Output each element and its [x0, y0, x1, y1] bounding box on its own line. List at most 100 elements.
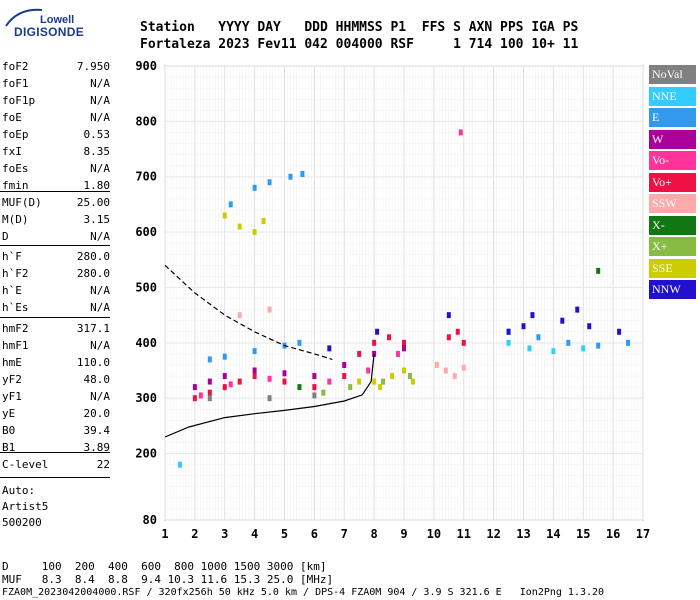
point-vo: [402, 339, 406, 346]
point-e: [297, 339, 302, 346]
x-tick-label: 13: [516, 527, 530, 541]
panel-separator: [0, 191, 110, 192]
point-noval: [267, 395, 272, 402]
point-e: [626, 339, 631, 346]
x-tick-label: 12: [486, 527, 500, 541]
panel-separator: [0, 245, 110, 246]
point-w: [222, 373, 227, 380]
param-value: 0.53: [83, 128, 111, 141]
param-row-fxi: fxI 8.35: [2, 145, 110, 163]
point-nne: [506, 339, 511, 346]
param-value: 317.1: [76, 322, 110, 335]
point-vo: [357, 350, 362, 357]
param-value: 7.950: [76, 60, 110, 73]
param-row-md: M(D) 3.15: [2, 213, 110, 231]
point-vo: [228, 381, 233, 388]
point-sse: [402, 367, 406, 374]
point-vo: [252, 373, 257, 380]
x-tick-label: 2: [191, 527, 198, 541]
point-vo: [387, 334, 392, 341]
param-value: N/A: [90, 230, 110, 243]
param-name: yF2: [2, 373, 22, 386]
point-nnw: [587, 323, 592, 330]
param-row-fmin: fmin 1.80: [2, 179, 110, 197]
point-e: [207, 356, 212, 363]
ionogram-chart: 1 2 3 4 5 6 7 8 9 10 11 12 13 14 15 16 17802003004005006…: [135, 60, 650, 541]
point-nnw: [446, 312, 451, 319]
point-vo: [222, 384, 227, 391]
param-row-yf2: yF2 48.0: [2, 373, 110, 391]
legend-item-nne: NNE: [649, 86, 696, 106]
param-name: foF1p: [2, 94, 36, 107]
point-e: [228, 201, 233, 208]
point-w: [252, 367, 257, 374]
chart-grid: [164, 65, 644, 521]
y-tick-label: 600: [135, 225, 157, 239]
x-tick-label: 14: [546, 527, 560, 541]
param-row-ye: yE 20.0: [2, 407, 110, 425]
header-line-1: Station YYYY DAY DDD HHMMSS P1 FFS S AXN…: [140, 20, 579, 35]
point-sse: [390, 373, 395, 380]
logo-swoosh: [4, 6, 44, 30]
param-name: B1: [2, 441, 16, 454]
param-row-hes: h`Es N/A: [2, 301, 110, 319]
param-name: hmF2: [2, 322, 29, 335]
point-sse: [372, 378, 377, 385]
x-tick-label: 3: [221, 527, 228, 541]
legend-item-x: X-: [649, 215, 696, 235]
chart-tick-labels: 1 2 3 4 5 6 7 8 9 10 11 12 13 14 15 16 17802003004005006…: [135, 60, 650, 541]
panel-separator: [0, 317, 110, 318]
x-tick-label: 16: [606, 527, 620, 541]
point-vo: [312, 384, 317, 391]
param-name: fxI: [2, 145, 22, 158]
legend-item-nnw: NNW: [649, 280, 696, 299]
point-e: [536, 334, 541, 341]
auto-artist: Artist5: [2, 500, 49, 513]
param-value: 1.80: [83, 179, 111, 192]
point-sse: [261, 218, 266, 225]
param-name: foE: [2, 111, 22, 124]
point-sse: [252, 229, 257, 236]
point-w: [207, 378, 212, 385]
logo-digisonde: DIGISONDE: [14, 25, 85, 39]
point-nnw: [575, 306, 580, 313]
point-sse: [357, 378, 362, 385]
param-name: hmF1: [2, 339, 29, 352]
param-row-hme: hmE 110.0: [2, 356, 110, 374]
param-name: h`F2: [2, 267, 29, 280]
virtual-height-trace: [164, 264, 333, 360]
point-x: [407, 373, 412, 380]
point-ssw: [461, 364, 466, 371]
param-value: 48.0: [83, 373, 111, 386]
x-tick-label: 11: [457, 527, 471, 541]
param-row-hf: h`F 280.0: [2, 250, 110, 268]
point-vo: [342, 373, 347, 380]
auto-label: Auto:: [2, 484, 36, 497]
param-row-b1: B1 3.89: [2, 441, 110, 459]
param-name: D: [2, 230, 9, 243]
point-vo: [237, 378, 242, 385]
point-x: [596, 267, 601, 274]
point-nnw: [375, 328, 380, 335]
param-value: 280.0: [76, 250, 110, 263]
param-row-yf1: yF1 N/A: [2, 390, 110, 408]
point-ssw: [434, 361, 439, 368]
param-name: h`F: [2, 250, 22, 263]
point-e: [566, 339, 571, 346]
param-value: N/A: [90, 162, 110, 175]
legend-item-sse: SSE: [649, 258, 696, 278]
point-e: [252, 348, 257, 355]
y-tick-label: 80: [143, 513, 157, 527]
point-nnw: [530, 312, 535, 319]
param-row-foes: foEs N/A: [2, 162, 110, 180]
param-name: C-level: [2, 458, 49, 471]
param-value: N/A: [90, 301, 110, 314]
x-tick-label: 1: [161, 527, 168, 541]
param-row-hmf2: hmF2 317.1: [2, 322, 110, 340]
param-value: 39.4: [83, 424, 111, 437]
param-row-fof1p: foF1p N/A: [2, 94, 110, 112]
point-w: [372, 350, 377, 357]
param-name: yE: [2, 407, 16, 420]
param-value: 280.0: [76, 267, 110, 280]
param-row-d: D N/A: [2, 230, 110, 248]
